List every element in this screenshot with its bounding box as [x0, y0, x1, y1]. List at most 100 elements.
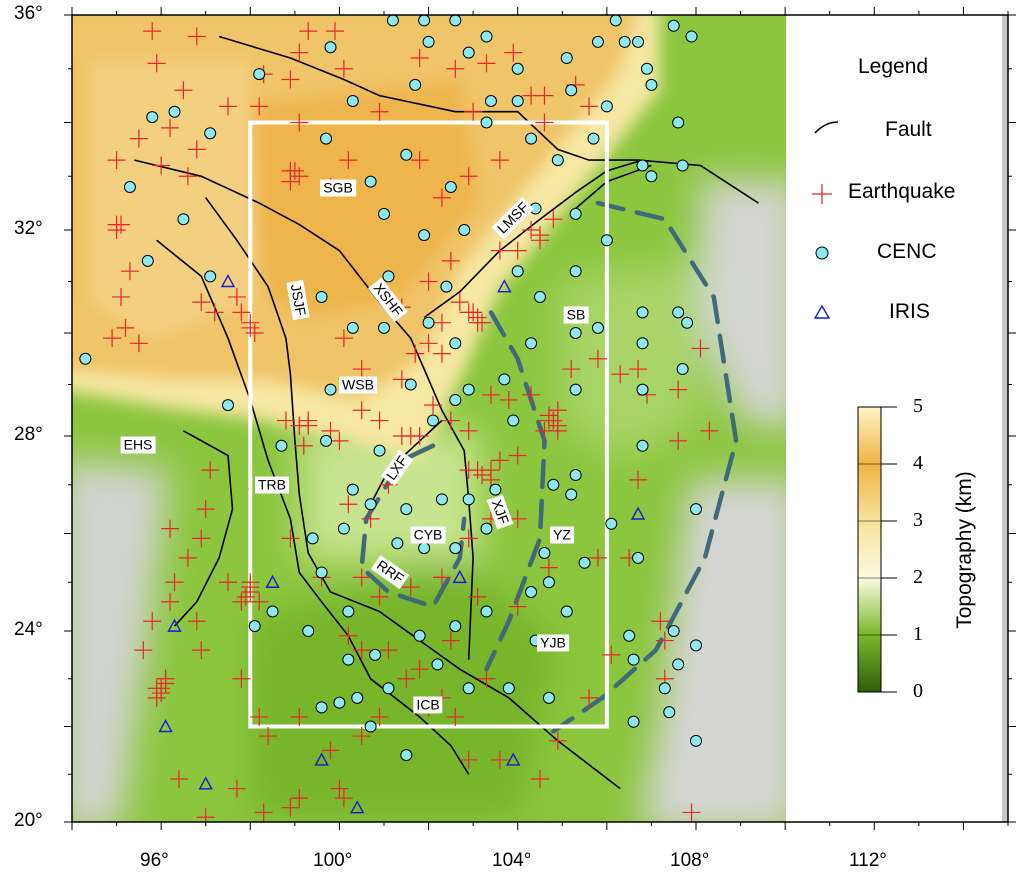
earthquake-marker [629, 470, 648, 489]
cenc-station-marker [422, 35, 435, 48]
earthquake-marker [161, 592, 180, 611]
cenc-station-marker [315, 701, 328, 714]
earthquake-marker [504, 43, 523, 62]
cenc-station-marker [342, 653, 355, 666]
cenc-station-marker [609, 14, 622, 27]
earthquake-marker [410, 49, 429, 67]
cenc-station-marker [458, 224, 471, 236]
iris-station-marker [198, 776, 213, 790]
cenc-station-marker [302, 625, 315, 637]
cenc-station-marker [324, 383, 337, 396]
colorbar-tick-5: 5 [913, 395, 923, 417]
cenc-station-marker [511, 95, 524, 107]
cenc-station-marker [538, 547, 551, 559]
earthquake-marker [477, 54, 496, 73]
earthquake-marker [187, 27, 206, 46]
cenc-station-marker [123, 181, 136, 193]
earthquake-marker [352, 568, 371, 587]
legend-label-cenc: CENC [877, 240, 937, 263]
earthquake-marker [441, 411, 460, 430]
earthquake-marker [432, 188, 451, 207]
earthquake-marker [401, 578, 420, 597]
legend-earthquake-symbol [812, 184, 832, 204]
earthquake-marker [161, 118, 180, 137]
cenc-station-marker [690, 639, 702, 652]
earthquake-marker [250, 592, 269, 611]
earthquake-marker [299, 22, 318, 41]
cenc-station-marker [636, 306, 649, 319]
cenc-station-marker [658, 682, 671, 695]
cenc-station-marker [578, 556, 591, 569]
fault-line [205, 197, 621, 790]
cenc-station-marker [204, 270, 217, 283]
earthquake-marker [441, 631, 460, 650]
cenc-station-marker [569, 327, 582, 339]
earthquake-marker [459, 421, 478, 440]
earthquake-marker [464, 303, 483, 322]
fault-line [218, 35, 759, 204]
cenc-station-marker [378, 207, 390, 220]
lon-tick-108: 108° [670, 850, 710, 871]
cenc-station-marker [275, 439, 288, 452]
cenc-station-marker [507, 414, 520, 427]
cenc-station-marker [551, 154, 564, 167]
earthquake-marker [147, 54, 166, 73]
earthquake-marker [535, 421, 554, 440]
earthquake-marker [508, 597, 527, 616]
label-sgb: SGB [320, 179, 356, 197]
cenc-station-marker [324, 41, 337, 54]
colorbar-tick-4: 4 [913, 452, 923, 474]
colorbar-ticks [858, 406, 897, 693]
earthquake-marker [294, 436, 313, 455]
earthquake-marker [602, 645, 621, 664]
iris-station-marker [167, 618, 182, 632]
earthquake-marker [468, 308, 487, 327]
cenc-station-marker [480, 116, 493, 129]
earthquake-marker [107, 215, 126, 234]
cenc-station-marker [369, 648, 382, 661]
cenc-station-marker [645, 78, 658, 91]
cenc-station-marker [636, 383, 649, 396]
cenc-station-marker [462, 682, 475, 695]
earthquake-marker [370, 707, 389, 726]
earthquake-marker [281, 172, 300, 191]
earthquake-marker [406, 344, 425, 363]
earthquake-marker [562, 360, 581, 379]
fault-lines [134, 35, 759, 790]
right-edge-strip [1002, 15, 1008, 822]
earthquake-marker [468, 587, 487, 606]
iris-station-marker [497, 279, 512, 293]
cenc-station-marker [266, 605, 279, 618]
earthquake-marker [539, 406, 558, 425]
earthquake-marker [535, 86, 554, 105]
label-cyb: CYB [410, 526, 446, 544]
lon-tick-104: 104° [492, 850, 532, 871]
earthquake-marker [134, 641, 153, 660]
cenc-station-marker [427, 414, 440, 427]
cenc-station-marker [690, 503, 702, 516]
cenc-station-marker [627, 715, 640, 728]
cenc-station-marker [591, 321, 604, 334]
earthquake-marker [174, 81, 193, 100]
earthquake-marker [473, 466, 492, 484]
cenc-station-marker [618, 35, 631, 48]
label-trb: TRB [255, 476, 289, 494]
cenc-station-marker [168, 105, 181, 118]
earthquake-marker [339, 495, 358, 514]
earthquake-marker [250, 97, 269, 116]
cenc-station-marker [378, 321, 390, 334]
earthquake-marker [544, 411, 563, 430]
earthquake-marker [147, 688, 166, 707]
cenc-station-marker [462, 46, 475, 59]
earthquake-marker [339, 626, 358, 645]
lon-tick-112: 112° [849, 850, 887, 871]
cenc-station-marker [636, 439, 649, 452]
cenc-station-marker [413, 629, 426, 642]
earthquake-marker [490, 750, 509, 769]
cenc-station-marker [525, 586, 538, 598]
earthquake-marker [187, 140, 206, 159]
earthquake-marker [290, 789, 309, 808]
cenc-station-marker [346, 95, 359, 107]
cenc-station-marker [440, 280, 453, 293]
earthquake-marker [410, 151, 429, 170]
